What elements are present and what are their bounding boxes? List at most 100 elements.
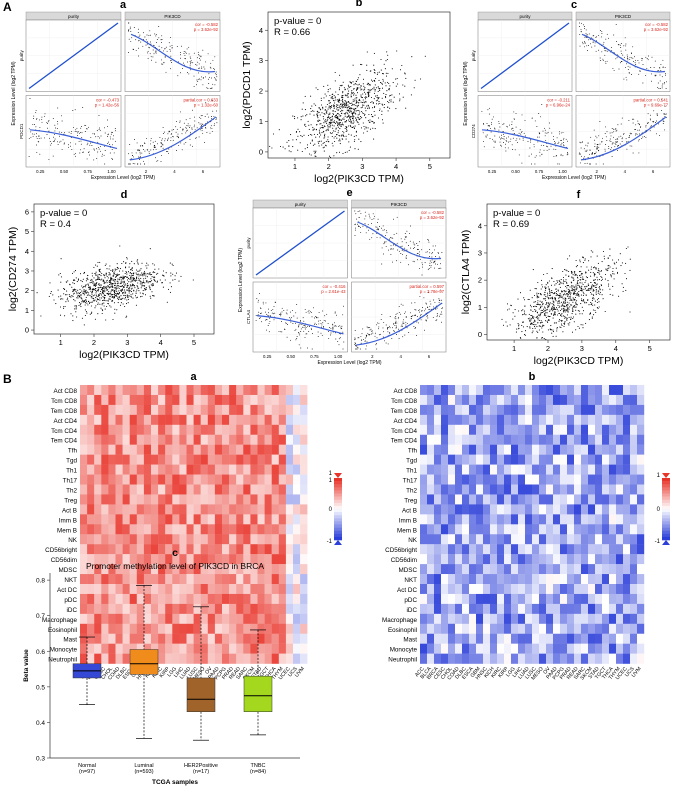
scatter-point	[590, 271, 592, 273]
scatter-point	[69, 283, 71, 285]
scatter-point	[187, 123, 189, 125]
scatter-point	[54, 124, 56, 126]
heatmap-cell	[122, 414, 130, 425]
scatter-point	[319, 319, 321, 321]
scatter-point	[172, 139, 174, 141]
scatter-point	[112, 270, 114, 272]
scatter-point	[101, 287, 103, 289]
heatmap-cell	[278, 394, 287, 406]
scatter-point	[540, 293, 542, 295]
scatter-point	[371, 120, 373, 122]
scatter-point	[298, 332, 299, 333]
scatter-point	[346, 126, 348, 128]
scatter-point	[396, 260, 398, 262]
scatter-point	[112, 289, 114, 291]
scatter-point	[576, 289, 578, 291]
scatter-point	[609, 132, 611, 134]
scatter-point	[494, 135, 496, 137]
scatter-point	[605, 62, 607, 64]
scatter-point	[129, 290, 131, 292]
scatter-point	[365, 96, 367, 98]
scatter-point	[641, 59, 643, 61]
scatter-point	[427, 306, 428, 308]
scatter-point	[571, 270, 573, 273]
scatter-point	[113, 283, 115, 285]
scatter-point	[516, 142, 518, 144]
scatter-point	[338, 89, 340, 91]
scatter-point	[355, 130, 357, 132]
scatter-point	[371, 115, 373, 117]
scatter-point	[363, 101, 365, 103]
scatter-point	[515, 126, 517, 128]
scatter-point	[338, 140, 340, 142]
scatter-point	[421, 266, 423, 268]
scatter-point	[182, 128, 184, 130]
heatmap-cell	[300, 404, 308, 416]
scatter-point	[113, 290, 115, 292]
scatter-point	[600, 30, 602, 31]
scatter-point	[30, 131, 32, 133]
scatter-point	[317, 336, 319, 337]
scatter-point	[502, 138, 504, 139]
heatmap-cell	[271, 434, 279, 445]
scatter-point	[94, 288, 96, 290]
scatter-point	[575, 284, 577, 286]
scatter-point	[621, 138, 623, 140]
scatter-point	[366, 69, 368, 71]
scatter-point	[605, 144, 606, 145]
scatter-point	[379, 87, 381, 89]
panel-letter: a	[191, 371, 198, 383]
scatter-point	[296, 336, 298, 338]
scatter-point	[169, 49, 171, 51]
scatter-point	[598, 268, 600, 270]
scatter-point	[170, 275, 172, 277]
scatter-point	[600, 60, 602, 61]
scatter-point	[66, 299, 68, 301]
scatter-point	[542, 309, 544, 312]
scatter-point	[574, 290, 576, 292]
scatter-point	[30, 136, 32, 138]
scatter-point	[595, 293, 597, 296]
scatter-point	[125, 295, 127, 297]
scatter-point	[197, 61, 199, 63]
scatter-point	[664, 114, 666, 116]
scatter-point	[546, 320, 548, 322]
scatter-point	[274, 301, 276, 303]
heatmap-cell	[115, 414, 123, 425]
scatter-point	[82, 299, 84, 301]
scatter-point	[111, 149, 113, 151]
scatter-point	[339, 128, 341, 130]
scatter-point	[653, 126, 655, 128]
scatter-point	[544, 135, 546, 137]
scatter-point	[205, 61, 206, 63]
scatter-point	[624, 272, 626, 275]
scatter-point	[129, 163, 131, 165]
scatter-point	[632, 61, 634, 63]
scatter-point	[136, 142, 138, 144]
scatter-point	[394, 325, 396, 326]
scatter-point	[617, 138, 619, 140]
scatter-point	[660, 64, 662, 66]
scatter-point	[113, 272, 115, 275]
scatter-point	[586, 150, 588, 152]
scatter-point	[100, 284, 102, 286]
scatter-point	[144, 288, 146, 290]
x-tick-label: 2	[92, 338, 96, 347]
scatter-point	[360, 141, 362, 143]
scatter-point	[410, 94, 412, 96]
scatter-point	[616, 150, 618, 152]
scatter-point	[371, 237, 373, 239]
scatter-point	[80, 302, 82, 305]
scatter-point	[109, 286, 111, 289]
scatter-point	[355, 213, 357, 215]
scatter-point	[544, 286, 546, 288]
scatter-point	[649, 114, 651, 116]
scatter-point	[385, 241, 387, 243]
scatter-point	[260, 307, 262, 309]
scatter-point	[531, 332, 533, 334]
scatter-point	[149, 34, 151, 36]
scatter-point	[398, 338, 400, 340]
scatter-point	[321, 126, 323, 129]
scatter-point	[541, 153, 543, 155]
scatter-point	[338, 338, 340, 340]
